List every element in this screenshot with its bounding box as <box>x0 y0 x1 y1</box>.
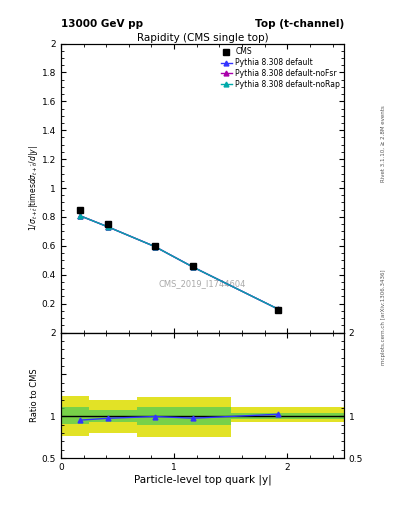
Legend: CMS, Pythia 8.308 default, Pythia 8.308 default-noFsr, Pythia 8.308 default-noRa: CMS, Pythia 8.308 default, Pythia 8.308 … <box>219 46 342 91</box>
Line: Pythia 8.308 default-noRap: Pythia 8.308 default-noRap <box>78 214 281 312</box>
CMS <box>276 307 281 313</box>
Pythia 8.308 default <box>276 306 281 312</box>
CMS <box>78 207 83 213</box>
Pythia 8.308 default <box>191 264 196 270</box>
Pythia 8.308 default <box>106 224 111 230</box>
Pythia 8.308 default-noRap <box>106 224 111 230</box>
Pythia 8.308 default-noRap <box>276 306 281 312</box>
CMS <box>106 221 111 227</box>
Pythia 8.308 default <box>152 244 157 250</box>
Pythia 8.308 default <box>78 212 83 219</box>
X-axis label: Particle-level top quark |y|: Particle-level top quark |y| <box>134 475 271 485</box>
Text: Rivet 3.1.10, ≥ 2.8M events: Rivet 3.1.10, ≥ 2.8M events <box>381 105 386 182</box>
Text: Top (t-channel): Top (t-channel) <box>255 19 344 29</box>
Pythia 8.308 default-noFsr <box>191 264 196 270</box>
Text: mcplots.cern.ch [arXiv:1306.3436]: mcplots.cern.ch [arXiv:1306.3436] <box>381 270 386 365</box>
Y-axis label: $1/\sigma_{t+\bar{t}}|\mathrm{times}d\sigma_{t+\bar{t}}/d|y|$: $1/\sigma_{t+\bar{t}}|\mathrm{times}d\si… <box>27 145 40 231</box>
Pythia 8.308 default-noFsr <box>106 224 111 230</box>
Pythia 8.308 default-noFsr <box>78 212 83 219</box>
Pythia 8.308 default-noRap <box>78 212 83 219</box>
Line: CMS: CMS <box>77 207 281 313</box>
CMS <box>191 263 196 269</box>
Text: 13000 GeV pp: 13000 GeV pp <box>61 19 143 29</box>
Y-axis label: Ratio to CMS: Ratio to CMS <box>30 369 39 422</box>
Title: Rapidity (CMS single top): Rapidity (CMS single top) <box>137 33 268 42</box>
Pythia 8.308 default-noFsr <box>152 244 157 250</box>
Pythia 8.308 default-noRap <box>191 264 196 270</box>
Text: CMS_2019_I1744604: CMS_2019_I1744604 <box>159 279 246 288</box>
Pythia 8.308 default-noRap <box>152 244 157 250</box>
Line: Pythia 8.308 default-noFsr: Pythia 8.308 default-noFsr <box>78 214 281 312</box>
Pythia 8.308 default-noFsr <box>276 306 281 312</box>
Line: Pythia 8.308 default: Pythia 8.308 default <box>78 214 281 312</box>
CMS <box>152 243 157 249</box>
